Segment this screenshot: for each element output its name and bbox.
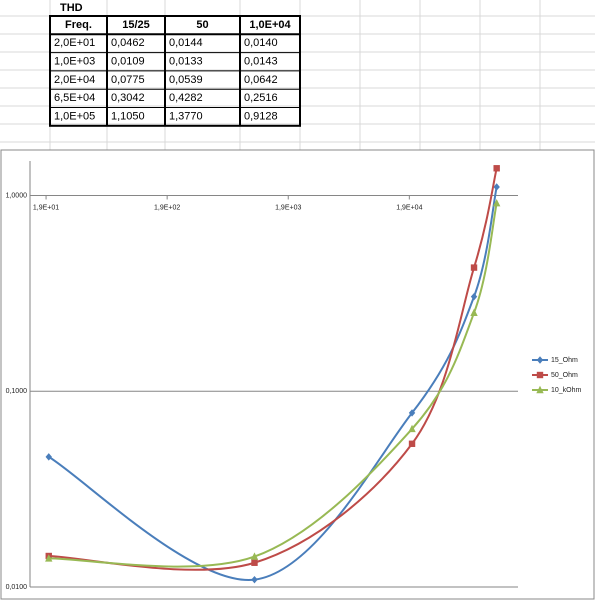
cell: 2,0E+01 <box>54 37 95 49</box>
cell: 0,0140 <box>244 37 278 49</box>
marker <box>408 440 416 447</box>
cell: 0,9128 <box>244 110 278 122</box>
cell: 1,0E+03 <box>54 56 95 68</box>
data-table: THD Freq. 15/25 50 1,0E+04 2,0E+01 0,0462 0,01… <box>49 2 301 127</box>
legend-marker <box>536 385 544 394</box>
marker <box>493 183 500 191</box>
series-line <box>48 203 498 568</box>
marker <box>251 575 258 584</box>
x-tick-label: 1,9E+03 <box>275 204 301 211</box>
marker <box>470 264 478 271</box>
marker <box>45 554 53 562</box>
chart-area <box>0 149 595 600</box>
cell: 0,0144 <box>169 37 203 49</box>
chart: 0,0100 0,1000 1,0000 1,9E+01 1,9E+02 1,9E+03 1… <box>6 161 582 591</box>
header-cell: 50 <box>196 19 208 31</box>
table-border <box>49 15 301 127</box>
legend-label: 10_kOhm <box>551 387 582 394</box>
cell: 0,0133 <box>169 56 203 68</box>
marker <box>492 199 501 207</box>
marker <box>470 308 478 316</box>
cell: 0,0642 <box>244 74 278 86</box>
y-tick-label: 0,0100 <box>6 584 28 591</box>
cell: 0,4282 <box>169 92 203 104</box>
cell: 0,3042 <box>111 92 145 104</box>
cell: 1,3770 <box>169 110 203 122</box>
legend-marker <box>536 371 544 379</box>
cell: 2,0E+04 <box>54 74 95 86</box>
marker <box>408 409 416 417</box>
header-cell: 1,0E+04 <box>249 19 291 31</box>
cell: 0,0109 <box>111 56 145 68</box>
marker <box>470 292 478 301</box>
header-cell: 15/25 <box>122 19 150 31</box>
x-tick-label: 1,9E+02 <box>154 204 180 211</box>
y-tick-label: 0,1000 <box>6 388 28 395</box>
legend-marker <box>536 356 544 364</box>
cell: 6,5E+04 <box>54 92 95 104</box>
series-line <box>48 168 498 571</box>
series-line <box>48 186 498 581</box>
cell: 0,2516 <box>244 92 278 104</box>
y-tick-label: 1,0000 <box>6 192 28 199</box>
marker <box>408 424 416 433</box>
legend-label: 15_Ohm <box>551 357 578 364</box>
x-tick-label: 1,9E+04 <box>396 204 422 211</box>
cell: 0,0775 <box>111 74 145 86</box>
x-tick-label: 1,9E+01 <box>33 204 59 211</box>
cell: 1,0E+05 <box>54 110 95 122</box>
cell: 0,0539 <box>169 74 203 86</box>
marker <box>493 165 500 172</box>
table-title: THD <box>60 2 83 14</box>
cell: 0,0143 <box>244 56 278 68</box>
legend-label: 50_Ohm <box>551 372 578 379</box>
marker <box>250 552 259 560</box>
header-cell: Freq. <box>65 19 92 31</box>
cell: 1,1050 <box>111 110 145 122</box>
marker <box>251 559 258 566</box>
marker <box>45 453 52 461</box>
cell: 0,0462 <box>111 37 145 49</box>
